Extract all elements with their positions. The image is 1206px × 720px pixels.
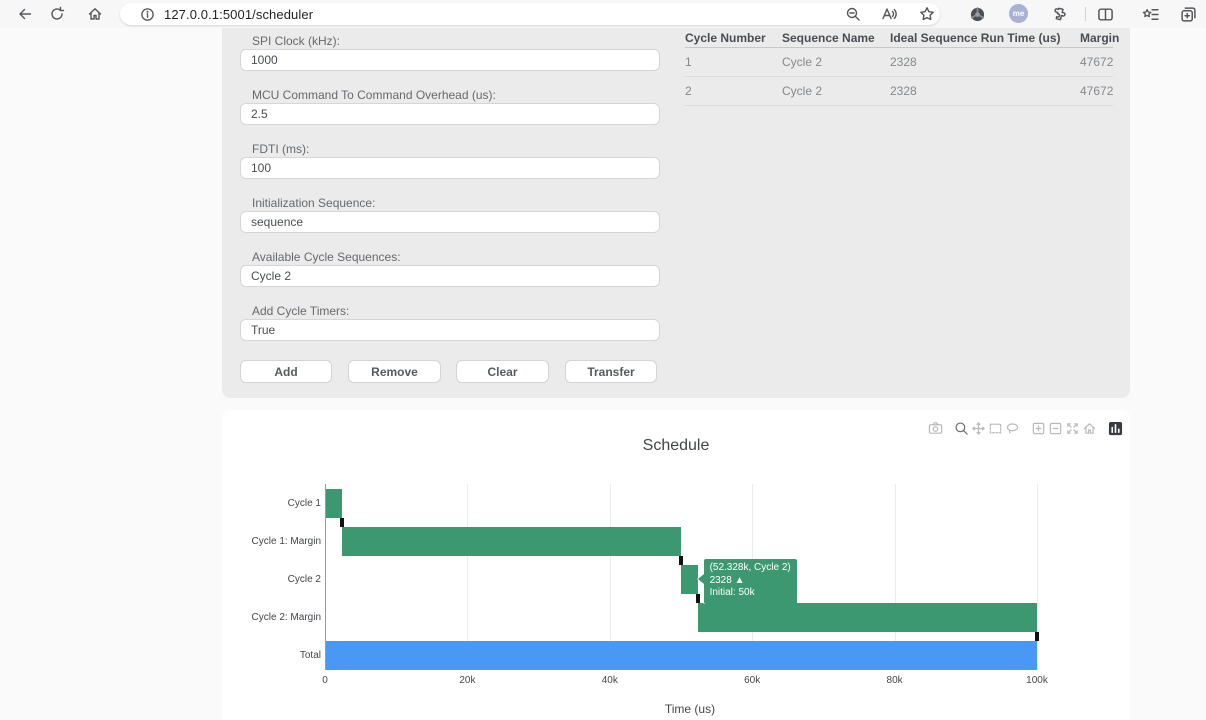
mcu-overhead-label: MCU Command To Command Overhead (us): [252,88,496,102]
toolbar-divider [1085,7,1086,21]
zoom-out-page-icon[interactable] [842,3,864,25]
cell-cycle-number: 1 [685,55,692,69]
y-tick-label-cycle-1: Cycle 1 [287,498,321,509]
scheduler-config-panel: SPI Clock (kHz): MCU Command To Command … [222,28,1130,398]
fdti-input[interactable] [240,157,660,179]
cycles-table-header: Cycle Number Sequence Name Ideal Sequenc… [685,28,1119,48]
clear-button[interactable]: Clear [456,360,549,383]
address-bar[interactable]: 127.0.0.1:5001/scheduler [120,3,940,25]
end-marker [695,594,700,603]
fdti-label: FDTI (ms): [252,142,310,156]
add-button[interactable]: Add [240,360,332,383]
col-header-cycle-number: Cycle Number [685,30,766,45]
cycles-table: Cycle Number Sequence Name Ideal Sequenc… [685,28,1119,106]
cell-cycle-number: 2 [685,84,692,98]
col-header-run-time: Ideal Sequence Run Time (us) [890,30,1061,45]
end-marker [339,518,344,527]
tooltip-line: (52.328k, Cycle 2) [709,562,791,573]
x-tick-label-60k: 60k [744,675,761,686]
x-tick-label-100k: 100k [1026,675,1048,686]
back-icon[interactable] [14,3,36,25]
profile-avatar[interactable]: me [1009,4,1028,23]
y-axis-line [325,484,326,670]
spi-clock-input[interactable] [240,49,660,71]
chart-title: Schedule [642,437,710,454]
init-sequence-label: Initialization Sequence: [252,196,376,210]
table-row[interactable]: 1 Cycle 2 2328 47672 [685,48,1113,77]
mcu-overhead-input[interactable] [240,103,660,125]
table-row[interactable]: 2 Cycle 2 2328 47672 [685,77,1113,106]
tooltip-line: Initial: 50k [709,587,755,598]
cycle-timers-label: Add Cycle Timers: [252,304,350,318]
schedule-chart-card: Schedule 0 20k 40k 60k 80k 100k Cycle 1 Cycle 1… [222,410,1130,720]
cycle-timers-input[interactable] [240,319,660,341]
home-icon[interactable] [84,3,106,25]
plotly-modebar [927,421,1124,436]
refresh-icon[interactable] [46,3,68,25]
cycle-sequences-input[interactable] [240,265,660,287]
col-header-margin: Margin [1080,30,1120,45]
transfer-button[interactable]: Transfer [565,360,657,383]
y-tick-label-cycle-2-margin: Cycle 2: Margin [251,612,321,623]
tooltip-line: 2328 ▲ [709,574,745,586]
remove-button[interactable]: Remove [348,360,441,383]
plotly-logo-icon[interactable] [1107,421,1124,436]
gantt-bar-total[interactable] [325,641,1037,670]
tooltip-arrow [697,574,704,584]
zoom-in-icon[interactable] [1030,421,1047,436]
x-tick-label-80k: 80k [886,675,903,686]
cell-margin: 47672 [1080,55,1114,69]
extensions-puzzle-icon[interactable] [1048,3,1070,25]
init-sequence-input[interactable] [240,211,660,233]
gridline-100k [1037,484,1038,670]
spi-clock-label: SPI Clock (kHz): [252,34,341,48]
cell-run-time: 2328 [890,55,917,69]
extension-badge-icon[interactable] [966,3,988,25]
gantt-bar-cycle-1[interactable] [325,489,342,518]
y-tick-label-total: Total [299,650,321,661]
collections-add-icon[interactable] [1177,3,1199,25]
gantt-bar-cycle-1-margin[interactable] [341,527,681,556]
y-tick-label-cycle-2: Cycle 2 [287,574,321,585]
x-tick-label-20k: 20k [459,675,476,686]
box-select-icon[interactable] [987,421,1004,436]
cell-sequence-name: Cycle 2 [782,84,823,98]
y-tick-label-cycle-1-margin: Cycle 1: Margin [251,536,321,547]
gridline-80k [894,484,896,670]
read-aloud-icon[interactable] [878,3,900,25]
favorite-star-icon[interactable] [916,3,938,25]
end-marker [679,556,683,565]
browser-toolbar: 127.0.0.1:5001/scheduler me [0,0,1206,28]
plot-area: 0 20k 40k 60k 80k 100k Cycle 1 Cycle 1: Margin C… [252,484,1055,686]
autoscale-icon[interactable] [1064,421,1081,436]
zoom-out-icon[interactable] [1047,421,1064,436]
reset-axes-icon[interactable] [1081,421,1098,436]
url-text[interactable]: 127.0.0.1:5001/scheduler [164,7,314,22]
col-header-sequence-name: Sequence Name [782,30,875,45]
x-axis-title: Time (us) [664,702,716,716]
gantt-bar-cycle-2-margin[interactable] [697,603,1037,632]
cell-sequence-name: Cycle 2 [782,55,823,69]
end-marker [1035,632,1039,641]
cell-run-time: 2328 [890,84,917,98]
camera-icon[interactable] [927,421,944,436]
cycle-sequences-label: Available Cycle Sequences: [252,250,401,264]
lasso-select-icon[interactable] [1004,421,1021,436]
zoom-icon[interactable] [953,421,970,436]
pan-icon[interactable] [970,421,987,436]
split-screen-icon[interactable] [1094,3,1116,25]
gantt-bar-cycle-2[interactable] [681,565,698,594]
gridline-20k [467,484,469,670]
x-tick-label-40k: 40k [601,675,618,686]
x-tick-label-0: 0 [322,675,328,686]
cell-margin: 47672 [1080,84,1114,98]
favorites-list-icon[interactable] [1139,3,1161,25]
gridline-40k [609,484,611,670]
hover-tooltip: (52.328k, Cycle 2) 2328 ▲ Initial: 50k [697,559,797,604]
site-info-icon[interactable] [136,3,158,25]
